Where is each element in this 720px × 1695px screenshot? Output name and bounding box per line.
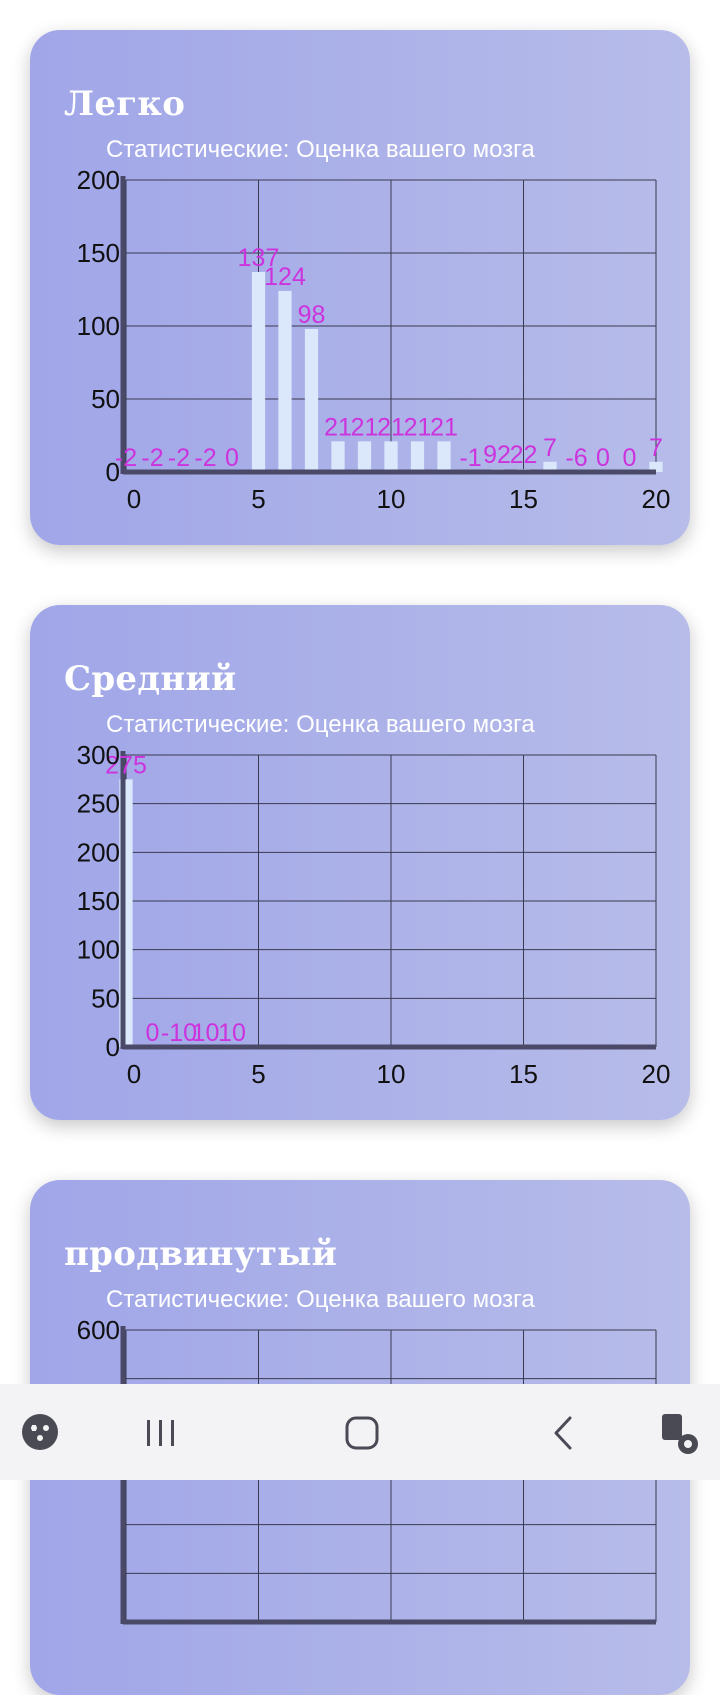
bar-value-label: -2 bbox=[115, 444, 137, 472]
x-tick-label: 10 bbox=[377, 484, 406, 514]
x-tick-label: 0 bbox=[127, 484, 141, 514]
x-tick-label: 5 bbox=[251, 484, 265, 514]
chart-subtitle: Статистические: Оценка вашего мозга bbox=[106, 1286, 535, 1313]
bar-value-label: 7 bbox=[649, 434, 663, 462]
x-tick-label: 20 bbox=[642, 484, 671, 514]
chart-subtitle: Статистические: Оценка вашего мозга bbox=[106, 136, 535, 163]
y-tick-label: 200 bbox=[77, 837, 120, 867]
bar-value-label: 22 bbox=[510, 441, 538, 469]
y-tick-label: 250 bbox=[77, 789, 120, 819]
bar-value-label: 275 bbox=[105, 751, 147, 779]
chart-card-medium: Средний Статистические: Оценка вашего мо… bbox=[30, 605, 690, 1120]
chart-bar bbox=[251, 271, 266, 472]
chart-bar bbox=[649, 461, 663, 472]
chart-bar bbox=[384, 441, 398, 472]
y-tick-label: 50 bbox=[91, 384, 120, 414]
bar-value-label: 0 bbox=[225, 444, 239, 472]
bar-value-label: 98 bbox=[298, 301, 326, 329]
bar-value-label: 137 bbox=[238, 244, 280, 272]
y-tick-label: 0 bbox=[106, 1032, 120, 1062]
bar-value-label: -1 bbox=[459, 444, 481, 472]
bar-value-label: 10 bbox=[218, 1019, 246, 1047]
bar-value-label: -2 bbox=[194, 444, 216, 472]
chart-bar bbox=[543, 461, 557, 472]
bar-value-label: 0 bbox=[146, 1019, 160, 1047]
y-tick-label: 50 bbox=[91, 983, 120, 1013]
recent-apps-icon[interactable] bbox=[129, 1400, 193, 1464]
chart-subtitle: Статистические: Оценка вашего мозга bbox=[106, 711, 535, 738]
bar-value-label: 0 bbox=[623, 444, 637, 472]
y-tick-label: 150 bbox=[77, 238, 120, 268]
bar-value-label: 21 bbox=[351, 413, 379, 441]
y-tick-label: 200 bbox=[77, 165, 120, 195]
bar-value-label: 7 bbox=[543, 434, 557, 462]
bar-value-label: 0 bbox=[596, 444, 610, 472]
bar-value-label: 21 bbox=[377, 413, 405, 441]
y-tick-label: 150 bbox=[77, 886, 120, 916]
y-tick-label: 0 bbox=[106, 457, 120, 487]
chart-card-easy: Легко Статистические: Оценка вашего мозг… bbox=[30, 30, 690, 545]
chart-bar bbox=[437, 441, 451, 472]
home-icon[interactable] bbox=[330, 1400, 394, 1464]
y-tick-label: 100 bbox=[77, 935, 120, 965]
bar-value-label: 92 bbox=[483, 441, 511, 469]
bar-value-label: -6 bbox=[565, 444, 587, 472]
x-tick-label: 20 bbox=[642, 1059, 671, 1089]
bar-value-label: -10 bbox=[161, 1019, 197, 1047]
bar-value-label: -2 bbox=[168, 444, 190, 472]
card-title: Средний bbox=[64, 659, 237, 699]
chart-bar bbox=[278, 290, 292, 472]
chart-bar bbox=[331, 441, 345, 472]
chart-bar bbox=[357, 441, 372, 472]
y-tick-label: 300 bbox=[77, 740, 120, 770]
bar-value-label: 21 bbox=[404, 413, 432, 441]
card-title: продвинутый bbox=[64, 1234, 338, 1274]
x-tick-label: 15 bbox=[509, 1059, 538, 1089]
card-title: Легко bbox=[64, 84, 186, 124]
bar-value-label: -2 bbox=[141, 444, 163, 472]
game-tools-icon[interactable] bbox=[8, 1400, 72, 1464]
x-tick-label: 0 bbox=[127, 1059, 141, 1089]
bar-value-label: 10 bbox=[192, 1019, 220, 1047]
x-tick-label: 10 bbox=[377, 1059, 406, 1089]
x-tick-label: 15 bbox=[509, 484, 538, 514]
bar-value-label: 21 bbox=[430, 413, 458, 441]
grid bbox=[125, 754, 657, 1048]
chart-bar bbox=[304, 328, 319, 472]
y-tick-label: 600 bbox=[77, 1315, 120, 1345]
navigation-bar bbox=[0, 1384, 720, 1480]
bar-value-label: 21 bbox=[324, 413, 352, 441]
back-icon[interactable] bbox=[532, 1400, 596, 1464]
chart-bar bbox=[410, 441, 425, 472]
x-tick-label: 5 bbox=[251, 1059, 265, 1089]
y-tick-label: 100 bbox=[77, 311, 120, 341]
screen-touch-icon[interactable] bbox=[648, 1400, 712, 1464]
bar-value-label: 124 bbox=[264, 263, 306, 291]
